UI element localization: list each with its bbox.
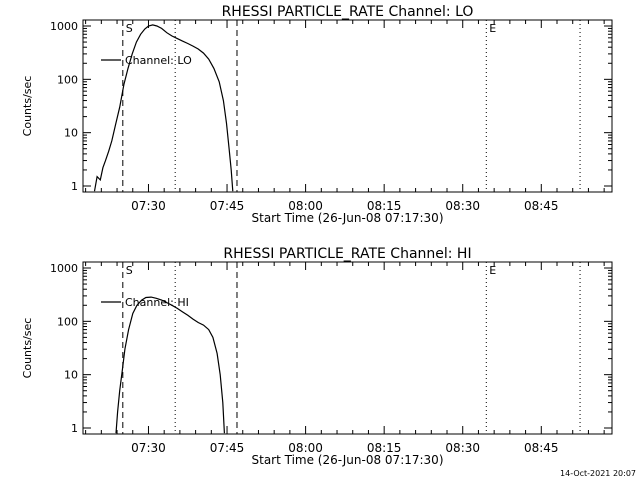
y-tick-label: 1000: [50, 262, 78, 275]
y-axis-label: Counts/sec: [21, 76, 34, 137]
chart-panel-hi: RHESSI PARTICLE_RATE Channel: HI Counts/s…: [21, 246, 613, 467]
y-tick-label: 10: [64, 127, 78, 140]
y-tick-label: 100: [57, 315, 78, 328]
y-tick-label: 1000: [50, 20, 78, 33]
x-tick-label: 08:30: [445, 199, 480, 213]
x-tick-label: 07:30: [131, 441, 166, 455]
x-axis-label: Start Time (26-Jun-08 07:17:30): [252, 453, 444, 467]
x-axis-label: Start Time (26-Jun-08 07:17:30): [252, 211, 444, 225]
x-tick-label: 08:45: [524, 199, 559, 213]
chart-title: RHESSI PARTICLE_RATE Channel: HI: [223, 246, 471, 262]
legend-label: Channel: LO: [125, 54, 192, 67]
chart-title: RHESSI PARTICLE_RATE Channel: LO: [222, 4, 474, 20]
y-tick-label: 1: [71, 180, 78, 193]
legend-label: Channel: HI: [125, 296, 189, 309]
plot-timestamp: 14-Oct-2021 20:07: [560, 469, 636, 478]
y-tick-label: 100: [57, 73, 78, 86]
event-marker-label: E: [489, 264, 496, 277]
x-tick-label: 08:45: [524, 441, 559, 455]
chart-panel-lo: RHESSI PARTICLE_RATE Channel: LO Counts/s…: [21, 4, 613, 225]
y-tick-label: 1: [71, 422, 78, 435]
x-tick-label: 07:30: [131, 199, 166, 213]
y-tick-label: 10: [64, 369, 78, 382]
plot-frame: [82, 19, 613, 193]
x-tick-label: 07:45: [210, 441, 245, 455]
y-axis-label: Counts/sec: [21, 318, 34, 379]
series-line: [93, 24, 234, 192]
event-marker-label: S: [126, 264, 133, 277]
series-line: [115, 296, 225, 434]
x-tick-label: 07:45: [210, 199, 245, 213]
x-tick-label: 08:00: [288, 199, 323, 213]
x-tick-label: 08:30: [445, 441, 480, 455]
event-marker-label: S: [126, 22, 133, 35]
x-tick-label: 08:15: [367, 441, 402, 455]
plot-frame: [82, 261, 613, 435]
event-marker-label: E: [489, 22, 496, 35]
x-tick-label: 08:00: [288, 441, 323, 455]
x-tick-label: 08:15: [367, 199, 402, 213]
